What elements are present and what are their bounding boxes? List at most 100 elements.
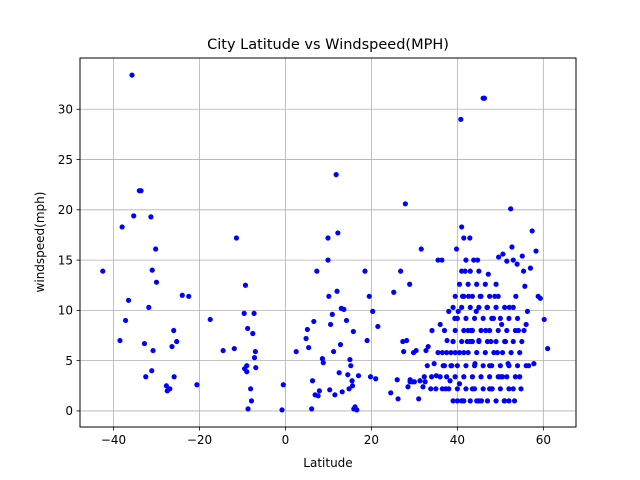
data-point <box>437 321 443 328</box>
y-axis-label: windspeed(mph) <box>33 192 47 293</box>
data-point <box>506 363 512 369</box>
data-point <box>524 308 531 314</box>
data-point <box>448 349 454 356</box>
data-point <box>458 116 464 122</box>
data-point <box>541 316 547 323</box>
data-point <box>329 311 335 317</box>
data-point <box>463 257 469 263</box>
data-point <box>508 206 514 212</box>
data-point <box>429 327 435 334</box>
data-point <box>489 315 495 322</box>
data-point <box>407 379 413 385</box>
data-point <box>233 235 240 241</box>
data-point <box>467 398 473 404</box>
data-point <box>327 321 334 328</box>
data-point <box>388 390 394 396</box>
data-point <box>453 246 460 252</box>
data-point <box>119 224 125 230</box>
y-tick-label: 25 <box>58 153 73 167</box>
data-point <box>306 344 312 351</box>
data-point <box>146 304 152 310</box>
data-point <box>251 355 258 361</box>
data-point <box>447 378 453 384</box>
data-point <box>444 337 450 344</box>
data-point <box>474 349 480 356</box>
data-point <box>463 386 469 392</box>
data-point <box>478 374 484 380</box>
data-point <box>493 398 499 404</box>
data-point <box>450 304 456 310</box>
data-point <box>461 398 467 404</box>
data-point <box>469 327 476 334</box>
data-point <box>514 261 520 267</box>
data-point <box>471 257 477 263</box>
data-point <box>469 293 476 299</box>
data-point <box>495 327 501 334</box>
data-point <box>401 348 407 355</box>
x-tick-label: 60 <box>536 433 551 447</box>
data-point <box>304 326 310 333</box>
data-point <box>174 338 180 345</box>
data-point <box>459 224 465 230</box>
data-point <box>153 279 160 285</box>
data-point <box>420 384 426 390</box>
data-point <box>253 365 259 371</box>
data-point <box>496 254 502 260</box>
data-point <box>350 328 356 335</box>
data-point <box>482 349 488 356</box>
data-point <box>354 407 360 413</box>
data-point <box>499 349 506 356</box>
data-point <box>316 388 323 394</box>
data-point <box>366 293 372 299</box>
data-point <box>497 363 503 369</box>
data-point <box>431 361 437 367</box>
data-point <box>480 386 486 392</box>
data-point <box>439 349 445 356</box>
data-point <box>250 330 256 337</box>
data-point <box>424 363 430 369</box>
data-point <box>141 340 148 347</box>
x-axis-label: Latitude <box>303 456 352 470</box>
data-point <box>506 398 512 404</box>
data-point <box>303 335 309 342</box>
y-tick-label: 15 <box>58 253 73 267</box>
data-point <box>435 257 441 263</box>
data-point <box>433 386 439 392</box>
data-point <box>465 281 471 287</box>
data-point <box>171 374 177 380</box>
data-point <box>463 315 469 322</box>
data-point <box>452 349 458 356</box>
data-point <box>510 338 516 345</box>
data-point <box>309 378 316 384</box>
data-point <box>478 293 484 299</box>
grid-lines <box>80 58 576 427</box>
data-point <box>461 327 467 334</box>
data-point <box>465 349 471 356</box>
data-point <box>422 379 428 385</box>
data-point <box>456 349 463 356</box>
data-point <box>435 349 441 356</box>
data-point <box>461 293 467 299</box>
data-point <box>476 304 482 310</box>
data-point <box>279 407 285 413</box>
data-point <box>474 398 480 404</box>
data-point <box>513 293 519 299</box>
data-point <box>336 370 342 376</box>
data-point <box>330 348 337 355</box>
data-point <box>487 386 493 392</box>
data-point <box>327 387 333 393</box>
data-point <box>241 310 247 316</box>
data-point <box>502 304 508 310</box>
data-point <box>244 369 250 375</box>
x-tick-label: −40 <box>101 433 126 447</box>
data-point <box>439 257 445 263</box>
data-point <box>341 306 347 312</box>
data-point <box>510 304 516 310</box>
data-point <box>491 349 497 356</box>
data-point <box>495 293 501 299</box>
data-point <box>355 373 362 379</box>
data-point <box>510 257 516 263</box>
data-point <box>251 310 257 316</box>
data-point <box>367 374 374 380</box>
data-point <box>100 268 106 274</box>
